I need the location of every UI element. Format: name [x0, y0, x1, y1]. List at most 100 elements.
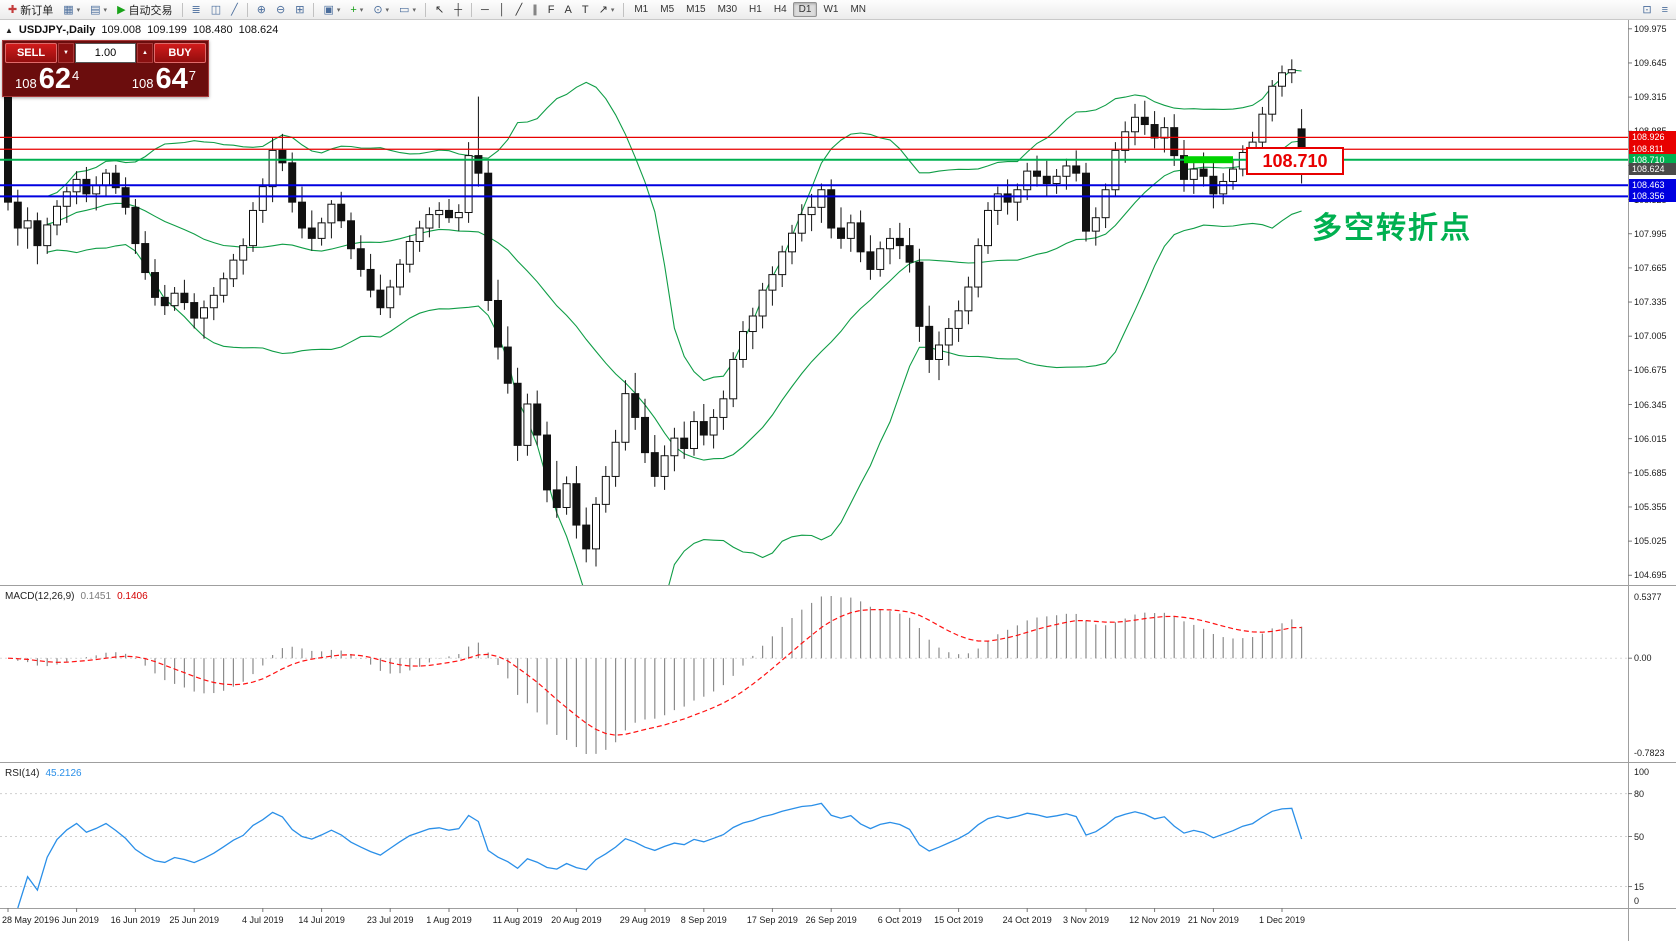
trade-prices-row: 108 62 4 108 64 7	[5, 63, 206, 94]
menu-button[interactable]: ≡	[1657, 0, 1673, 20]
dropdown-arrow-icon: ▾	[336, 6, 341, 14]
sell-price[interactable]: 108 62 4	[15, 65, 79, 94]
trendline-button[interactable]: ╱	[511, 0, 528, 20]
new-order-button[interactable]: ✚ 新订单	[3, 0, 58, 20]
volume-input[interactable]	[75, 43, 136, 63]
price-tag: 108.463	[1629, 179, 1676, 192]
green-highlight-segment[interactable]	[1184, 156, 1233, 164]
auto-trading-button[interactable]: ▶ 自动交易	[112, 0, 177, 20]
macd-scale-min: -0.7823	[1634, 748, 1665, 758]
price-scale-label: 105.025	[1634, 536, 1667, 547]
arrange-button[interactable]: ▣ ▾	[318, 0, 345, 20]
timeframe-h1[interactable]: H1	[749, 4, 762, 15]
line-chart-type-icon: ╱	[231, 3, 238, 16]
line-chart-type-button[interactable]: ╱	[226, 0, 243, 20]
chart-title-bar: ▲ USDJPY-,Daily 109.008 109.199 108.480 …	[5, 24, 278, 36]
label-button[interactable]: T	[577, 0, 594, 20]
vertical-line-icon: │	[498, 3, 506, 16]
bar-chart-type-button[interactable]: ≣	[187, 0, 206, 20]
timeframe-h4[interactable]: H4	[773, 4, 787, 15]
price-scale-label: 107.005	[1634, 331, 1667, 342]
candlestick-chart-type-button[interactable]: ◫	[206, 0, 226, 20]
macd-value-main: 0.1451	[80, 591, 112, 602]
new-chart-button[interactable]: ⊡	[1637, 0, 1656, 20]
text-button[interactable]: A	[560, 0, 577, 20]
zoom-in-button[interactable]: ⊕	[252, 0, 271, 20]
date-label: 29 Aug 2019	[619, 915, 671, 925]
ohlc-high: 109.199	[147, 24, 187, 36]
crosshair-icon: ┼	[454, 3, 462, 16]
note-annotation-text[interactable]: 多空转折点	[1312, 211, 1472, 246]
arrows-button[interactable]: ↗ ▾	[594, 0, 620, 20]
timeframe-m5[interactable]: M5	[660, 4, 675, 15]
date-label: 26 Sep 2019	[805, 915, 857, 925]
zoom-out-icon: ⊖	[276, 3, 286, 16]
date-label: 4 Jul 2019	[242, 915, 284, 925]
timeframe-w1[interactable]: W1	[823, 4, 839, 15]
horizontal-line-objects[interactable]	[0, 136, 1628, 198]
zoom-out-button[interactable]: ⊖	[271, 0, 290, 20]
ohlc-low: 108.480	[192, 24, 233, 36]
chart-windows-button[interactable]: ▦ ▾	[58, 0, 85, 20]
periods-button[interactable]: ⊙ ▾	[368, 0, 394, 20]
volume-decrease-button[interactable]: ▼	[58, 43, 74, 63]
fibonacci-button[interactable]: F	[543, 0, 560, 20]
rsi-scale-label: 50	[1634, 831, 1645, 842]
dropdown-arrow-icon: ▾	[610, 6, 615, 14]
trade-controls-row: SELL ▼ ▲ BUY	[5, 43, 206, 63]
auto-trading-icon: ▶	[117, 3, 126, 16]
profiles-icon: ▤	[90, 3, 101, 16]
macd-indicator-label: MACD(12,26,9) 0.1451 0.1406	[5, 591, 148, 602]
timeframe-m15[interactable]: M15	[686, 4, 706, 15]
vertical-line-button[interactable]: │	[494, 0, 511, 20]
fibonacci-icon: F	[547, 3, 555, 16]
volume-increase-button[interactable]: ▲	[137, 43, 153, 63]
dropdown-arrow-icon: ▾	[76, 6, 81, 14]
tile-windows-button[interactable]: ⊞	[290, 0, 309, 20]
crosshair-button[interactable]: ┼	[449, 0, 467, 20]
horizontal-line-button[interactable]: ─	[476, 0, 494, 20]
profiles-button[interactable]: ▤ ▾	[85, 0, 112, 20]
macd-value-signal: 0.1406	[117, 591, 148, 602]
candlestick-chart-type-icon: ◫	[210, 3, 222, 16]
buy-button[interactable]: BUY	[154, 43, 206, 63]
timeframe-d1[interactable]: D1	[792, 2, 818, 17]
indicators-button[interactable]: + ▾	[345, 0, 368, 20]
indicators-icon: +	[350, 3, 357, 16]
rsi-scale-label: 0	[1634, 896, 1640, 906]
price-scale-label: 109.975	[1634, 23, 1667, 34]
channel-icon: ∥	[532, 3, 538, 16]
date-label: 28 May 2019	[2, 915, 55, 925]
date-label: 17 Sep 2019	[746, 915, 798, 925]
date-label: 16 Jun 2019	[110, 915, 161, 925]
date-label: 21 Nov 2019	[1187, 915, 1239, 925]
templates-button[interactable]: ▭ ▾	[394, 0, 421, 20]
timeframe-m1[interactable]: M1	[634, 4, 649, 15]
macd-indicator	[0, 596, 1628, 754]
date-label: 23 Jul 2019	[366, 915, 414, 925]
menu-icon: ≡	[1661, 3, 1668, 16]
timeframe-m30[interactable]: M30	[717, 4, 738, 15]
timeframe-mn[interactable]: MN	[850, 4, 866, 15]
label-icon: T	[581, 3, 589, 16]
price-tag: 108.926	[1629, 131, 1676, 144]
buy-price-small: 108	[131, 76, 154, 91]
price-annotation-box[interactable]: 108.710	[1246, 147, 1344, 175]
date-label: 25 Jun 2019	[169, 915, 219, 925]
new-order-button-label: 新订单	[20, 4, 54, 17]
dropdown-arrow-icon: ▾	[359, 6, 364, 14]
cursor-button[interactable]: ↖	[430, 0, 449, 20]
date-label: 15 Oct 2019	[934, 915, 984, 925]
panel-toggle-icon[interactable]: ▲	[5, 25, 13, 35]
price-scale-label: 106.345	[1634, 399, 1667, 410]
macd-name: MACD(12,26,9)	[5, 591, 75, 602]
buy-price-big: 64	[155, 63, 188, 95]
toolbar: ✚ 新订单 ▦ ▾ ▤ ▾ ▶ 自动交易 ≣ ◫ ╱ ⊕ ⊖ ⊞ ▣ ▾ + ▾ ⊙ ▾ ▭ ▾ ↖ ┼ ─ │ ╱ ∥ F A T ↗ ▾ M1…	[0, 0, 1676, 20]
buy-price[interactable]: 108 64 7	[131, 63, 196, 95]
sell-button[interactable]: SELL	[5, 43, 57, 63]
channel-button[interactable]: ∥	[527, 0, 543, 20]
price-tag: 108.624	[1629, 162, 1676, 175]
